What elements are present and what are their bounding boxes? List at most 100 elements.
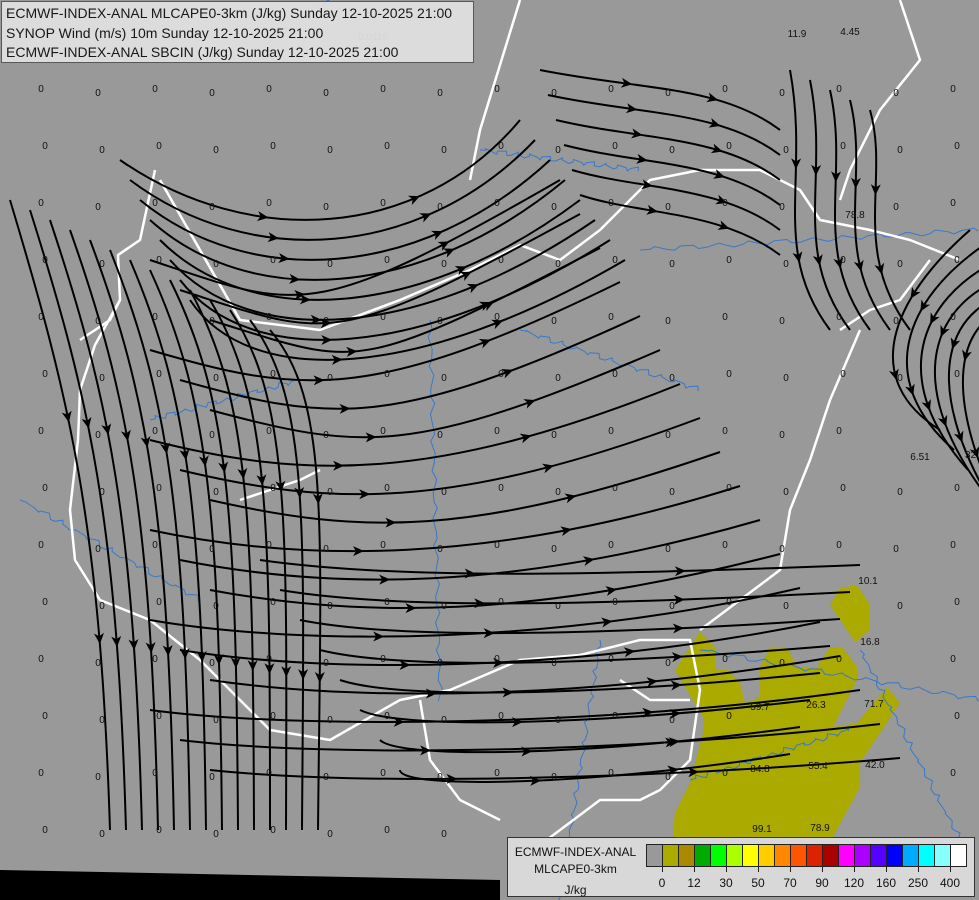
wind-direction-arrow [179, 448, 190, 461]
station-zero-label: 0 [555, 259, 561, 270]
station-zero-label: 0 [95, 316, 101, 327]
legend-swatch [727, 845, 743, 866]
station-zero-label: 0 [608, 768, 614, 779]
station-zero-label: 0 [38, 654, 44, 665]
wind-streamline [89, 239, 175, 831]
station-zero-label: 0 [156, 141, 162, 152]
station-value-label: 42.0 [865, 760, 885, 771]
wind-direction-arrow [331, 354, 343, 365]
legend-tick-label: 120 [843, 876, 865, 890]
wind-direction-arrow [560, 526, 572, 537]
wind-direction-arrow [339, 403, 351, 414]
station-zero-label: 0 [897, 373, 903, 384]
station-zero-label: 0 [213, 715, 219, 726]
station-zero-label: 0 [669, 715, 675, 726]
legend-tick-mark [918, 866, 919, 872]
station-zero-label: 0 [42, 597, 48, 608]
station-zero-label: 0 [950, 84, 956, 95]
wind-streamline [829, 89, 871, 331]
legend-swatch [775, 845, 791, 866]
wind-direction-arrow [478, 301, 491, 312]
station-zero-label: 0 [156, 369, 162, 380]
wind-direction-arrow [474, 598, 486, 609]
wind-direction-arrow [310, 314, 322, 325]
wind-direction-arrow [605, 586, 618, 596]
wind-direction-arrow [407, 195, 421, 205]
station-zero-label: 0 [726, 483, 732, 494]
station-zero-label: 0 [380, 312, 386, 323]
wind-streamline [49, 219, 143, 831]
wind-direction-arrow [491, 319, 504, 330]
station-zero-label: 0 [384, 369, 390, 380]
wind-direction-arrow [256, 211, 269, 222]
station-zero-label: 0 [38, 84, 44, 95]
map-header-box: ECMWF-INDEX-ANAL MLCAPE0-3km (J/kg) Sund… [1, 1, 474, 63]
header-line-wind: SYNOP Wind (m/s) 10m Sunday 12-10-2025 2… [6, 24, 324, 41]
station-zero-label: 0 [954, 255, 960, 266]
station-value-label: 4.45 [840, 27, 860, 38]
station-zero-label: 0 [836, 540, 842, 551]
legend-swatch [711, 845, 727, 866]
station-zero-label: 0 [555, 715, 561, 726]
wind-direction-arrow [811, 164, 822, 176]
river-line [519, 329, 699, 392]
legend-swatch [743, 845, 759, 866]
wind-streamline [249, 319, 305, 831]
legend-ticks: 0 12 30 50 70 90 120 160 250 400 [646, 866, 968, 896]
wind-streamline [189, 289, 255, 831]
station-zero-label: 0 [156, 825, 162, 836]
wind-direction-arrow [519, 433, 532, 444]
station-zero-label: 0 [783, 601, 789, 612]
station-zero-label: 0 [608, 540, 614, 551]
station-zero-label: 0 [38, 312, 44, 323]
wind-direction-arrow [198, 455, 209, 467]
station-zero-label: 0 [437, 202, 443, 213]
legend-tick-mark [694, 866, 695, 872]
station-zero-label: 0 [494, 654, 500, 665]
wind-direction-arrow [275, 480, 286, 492]
station-zero-label: 0 [612, 597, 618, 608]
river-line [427, 319, 443, 702]
station-zero-label: 0 [669, 145, 675, 156]
wind-direction-arrow [672, 623, 684, 634]
station-zero-label: 0 [555, 145, 561, 156]
station-zero-label: 0 [95, 658, 101, 669]
wind-streamline [179, 723, 881, 752]
legend-tick-mark [950, 866, 951, 872]
value-labels-layer: 11.9 4.45 78.8 6.51 32. 10.1 16.8 59.7 26.3 71.7 8… [38, 27, 979, 840]
station-zero-label: 0 [669, 373, 675, 384]
wind-direction-arrow [791, 158, 802, 170]
station-zero-label: 0 [551, 772, 557, 783]
station-zero-label: 0 [95, 202, 101, 213]
station-zero-label: 0 [209, 88, 215, 99]
wind-direction-arrow [483, 628, 495, 639]
wind-streamline [159, 199, 581, 301]
station-zero-label: 0 [669, 259, 675, 270]
wind-direction-arrow [937, 414, 948, 427]
station-zero-label: 0 [722, 198, 728, 209]
station-zero-label: 0 [950, 654, 956, 665]
wind-streamline [209, 299, 271, 831]
station-zero-label: 0 [38, 198, 44, 209]
station-zero-label: 0 [99, 259, 105, 270]
legend-swatch [919, 845, 935, 866]
station-zero-label: 0 [950, 768, 956, 779]
legend-tick-mark [886, 866, 887, 872]
station-value-label: 55.4 [808, 761, 828, 772]
wind-streamline [149, 269, 223, 831]
legend-title: ECMWF-INDEX-ANAL MLCAPE0-3km J/kg [508, 844, 643, 899]
wind-direction-arrow [940, 324, 950, 338]
legend-unit: J/kg [564, 883, 587, 897]
station-zero-label: 0 [380, 654, 386, 665]
wind-direction-arrow [717, 220, 730, 230]
wind-streamline [149, 179, 566, 281]
station-zero-label: 0 [156, 255, 162, 266]
station-zero-label: 0 [156, 597, 162, 608]
station-zero-label: 0 [840, 369, 846, 380]
station-zero-label: 0 [441, 259, 447, 270]
cape-area [672, 632, 900, 845]
country-border [839, 259, 931, 332]
station-zero-label: 0 [384, 255, 390, 266]
